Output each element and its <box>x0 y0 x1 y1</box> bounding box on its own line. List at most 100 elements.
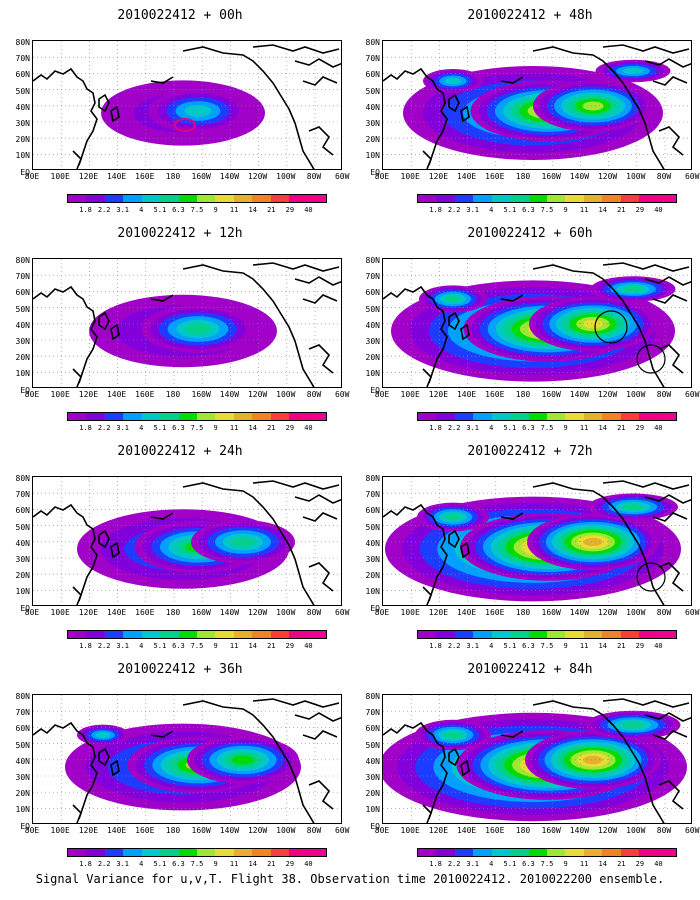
coastline <box>644 712 691 722</box>
longitude-label: 80E <box>374 608 390 617</box>
longitude-label: 100W <box>276 608 296 617</box>
latitude-label: 40N <box>15 756 30 766</box>
variance-contour <box>444 731 462 739</box>
longitude-label: 60W <box>334 172 350 181</box>
latitude-label: 40N <box>365 538 380 548</box>
coastline <box>652 730 688 740</box>
coastline <box>294 58 341 68</box>
colorbar-label: 40 <box>654 860 663 868</box>
map-area <box>32 258 342 388</box>
coastline <box>182 264 315 387</box>
colorbar-label: 11 <box>229 424 239 432</box>
longitude-label: 160E <box>485 608 505 617</box>
longitude-label: 80E <box>24 172 40 181</box>
coastline <box>110 323 120 341</box>
longitude-label: 100W <box>276 390 296 399</box>
colorbar-swatch <box>491 413 511 420</box>
colorbar <box>417 630 677 639</box>
longitude-label: 60W <box>684 608 700 617</box>
longitude-label: 60W <box>334 826 350 835</box>
variance-contour <box>623 286 643 292</box>
colorbar-label: 40 <box>654 424 663 432</box>
colorbar-label: 29 <box>285 424 295 432</box>
colorbar <box>417 412 677 421</box>
coastline <box>150 294 174 302</box>
colorbar-swatch <box>141 413 161 420</box>
colorbar-label: 2.2 <box>97 424 111 432</box>
latitude-label: 80N <box>15 692 30 701</box>
colorbar-swatch <box>86 631 105 638</box>
longitude-label: 120E <box>428 826 449 835</box>
longitude-label: 140W <box>219 608 240 617</box>
longitude-label: 80E <box>374 172 390 181</box>
coastline <box>422 804 432 823</box>
colorbar-swatch <box>454 849 474 856</box>
colorbar-swatch <box>436 631 455 638</box>
colorbar-label: 3.1 <box>116 642 130 650</box>
longitude-label: 160W <box>541 608 561 617</box>
colorbar-label: 1.8 <box>79 642 92 650</box>
coastline <box>602 262 690 272</box>
latitude-label: 30N <box>365 555 380 564</box>
colorbar-labels: 1.8 2.2 3.1 4 5.1 6.3 7.5 9 11 14 21 29 40 <box>417 642 677 651</box>
colorbar-swatch <box>178 631 197 638</box>
colorbar-label: 7.5 <box>540 642 554 650</box>
longitude-label: 120E <box>78 172 99 181</box>
colorbar-label: 5.1 <box>503 860 517 868</box>
latitude-label: 60N <box>15 506 30 516</box>
colorbar-label: 40 <box>304 642 313 650</box>
coastline <box>448 93 460 113</box>
colorbar-swatch <box>528 195 547 202</box>
colorbar-swatch <box>141 631 161 638</box>
longitude-label: 160E <box>485 390 505 399</box>
colorbar-swatch <box>270 413 290 420</box>
colorbar-swatch <box>178 413 197 420</box>
colorbar-label: 5.1 <box>153 206 167 214</box>
colorbar-swatch <box>639 631 658 638</box>
colorbar-label: 4 <box>139 642 144 650</box>
latitude-label: 30N <box>365 773 380 782</box>
colorbar-label: 4 <box>489 424 494 432</box>
colorbar-label: 21 <box>267 424 276 432</box>
colorbar-label: 21 <box>617 642 626 650</box>
latitude-label: EQ <box>370 603 380 613</box>
colorbar-swatch <box>104 631 124 638</box>
colorbar-swatch <box>602 195 621 202</box>
latitude-label: EQ <box>20 385 30 395</box>
latitude-label: 60N <box>365 70 380 80</box>
longitude-label: 100W <box>626 608 646 617</box>
coastline <box>500 76 524 84</box>
colorbar-swatch <box>270 195 290 202</box>
colorbar-swatch <box>657 849 676 856</box>
coastline <box>72 804 82 823</box>
colorbar-label: 6.3 <box>522 860 535 868</box>
latitude-label: 10N <box>15 587 30 597</box>
longitude-label: 160E <box>135 390 155 399</box>
longitude-label: 80E <box>24 608 40 617</box>
colorbar-swatch <box>565 849 584 856</box>
coastline <box>460 759 470 777</box>
colorbar-labels: 1.8 2.2 3.1 4 5.1 6.3 7.5 9 11 14 21 29 40 <box>67 860 327 869</box>
latitude-label: 10N <box>365 369 380 379</box>
longitude-label: 160W <box>541 826 561 835</box>
latitude-label: 20N <box>365 571 380 581</box>
variance-contour <box>184 323 212 335</box>
latitude-label: 60N <box>365 506 380 516</box>
longitude-label: 100W <box>626 390 646 399</box>
latitude-label: 20N <box>365 353 380 363</box>
map-area <box>382 258 692 388</box>
longitude-label: 180 <box>515 172 531 181</box>
coastline <box>308 780 334 810</box>
colorbar-swatch <box>528 413 547 420</box>
colorbar-label: 3.1 <box>466 206 480 214</box>
coastline <box>652 294 688 304</box>
latitude-label: 30N <box>15 555 30 564</box>
latitude-label: 50N <box>15 522 30 532</box>
latitude-label: 30N <box>15 119 30 128</box>
coastline <box>500 512 524 520</box>
colorbar-swatch <box>270 631 290 638</box>
longitude-label: 180 <box>165 390 181 399</box>
longitude-label: 100E <box>400 390 420 399</box>
colorbar-label: 4 <box>139 860 144 868</box>
coastline <box>602 44 690 54</box>
